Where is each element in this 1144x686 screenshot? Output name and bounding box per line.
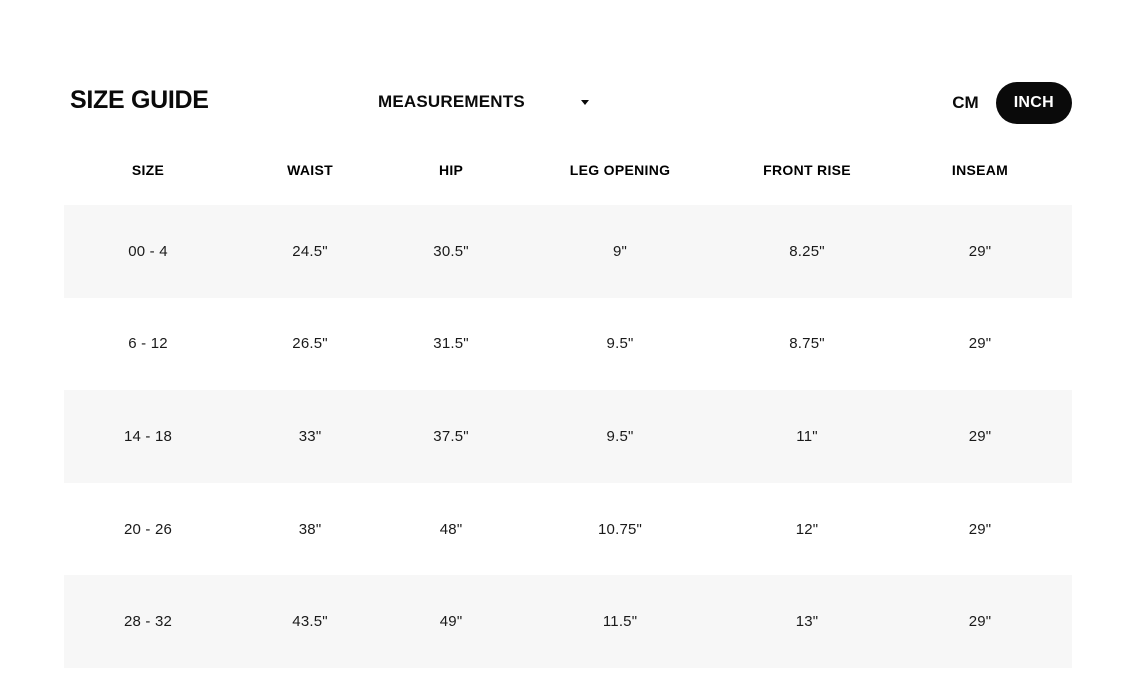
table-header-row: SIZE WAIST HIP LEG OPENING FRONT RISE IN… (64, 135, 1072, 205)
header-bar: SIZE GUIDE MEASUREMENTS CM INCH (0, 0, 1144, 135)
cell-leg-opening: 9.5" (606, 427, 634, 445)
column-header-hip: HIP (388, 135, 515, 205)
cell-waist: 33" (298, 427, 322, 445)
cell-inseam: 29" (968, 242, 992, 260)
cell-inseam: 29" (968, 613, 992, 631)
table-row: 00 - 4 24.5" 30.5" 9" 8.25" 29" (64, 205, 1072, 298)
column-header-waist: WAIST (232, 135, 389, 205)
table-row: 14 - 18 33" 37.5" 9.5" 11" 29" (64, 390, 1072, 483)
cell-leg-opening: 9" (613, 242, 628, 260)
cell-size: 20 - 26 (123, 520, 173, 538)
cell-front-rise: 8.25" (789, 242, 825, 260)
page-title: SIZE GUIDE (70, 86, 209, 114)
cell-leg-opening: 9.5" (606, 335, 634, 353)
table-row: 20 - 26 38" 48" 10.75" 12" 29" (64, 482, 1072, 576)
column-header-leg-opening: LEG OPENING (514, 135, 727, 205)
cm-button[interactable]: CM (952, 93, 979, 112)
cell-hip: 49" (439, 613, 463, 631)
cell-size: 6 - 12 (128, 335, 168, 353)
cell-inseam: 29" (968, 335, 992, 353)
cell-size: 00 - 4 (128, 242, 168, 260)
cell-inseam: 29" (968, 520, 992, 538)
cell-front-rise: 13" (795, 613, 819, 631)
cell-hip: 31.5" (433, 335, 469, 353)
cell-leg-opening: 10.75" (598, 520, 643, 538)
cell-front-rise: 8.75" (789, 335, 825, 353)
inch-button[interactable]: INCH (995, 82, 1072, 124)
column-header-size: SIZE (64, 135, 233, 205)
cell-hip: 30.5" (433, 242, 469, 260)
cell-leg-opening: 11.5" (602, 613, 638, 631)
cell-size: 28 - 32 (123, 613, 173, 631)
cell-front-rise: 11" (796, 427, 818, 445)
cell-waist: 26.5" (292, 335, 328, 353)
column-header-inseam: INSEAM (888, 135, 1072, 205)
cell-front-rise: 12" (795, 520, 819, 538)
measurements-dropdown-label: MEASUREMENTS (378, 92, 525, 111)
measurements-dropdown[interactable]: MEASUREMENTS (378, 92, 589, 112)
cell-waist: 43.5" (292, 613, 328, 631)
cell-waist: 38" (298, 520, 322, 538)
column-header-front-rise: FRONT RISE (726, 135, 889, 205)
cell-size: 14 - 18 (123, 427, 173, 445)
size-guide-table: SIZE WAIST HIP LEG OPENING FRONT RISE IN… (64, 135, 1072, 668)
cell-hip: 37.5" (433, 427, 469, 445)
table-row: 28 - 32 43.5" 49" 11.5" 13" 29" (64, 575, 1072, 668)
cell-waist: 24.5" (292, 242, 328, 260)
unit-toggle: CM INCH (952, 82, 1072, 124)
table-row: 6 - 12 26.5" 31.5" 9.5" 8.75" 29" (64, 297, 1072, 391)
cell-inseam: 29" (968, 427, 992, 445)
cell-hip: 48" (439, 520, 463, 538)
chevron-down-icon (580, 99, 589, 105)
